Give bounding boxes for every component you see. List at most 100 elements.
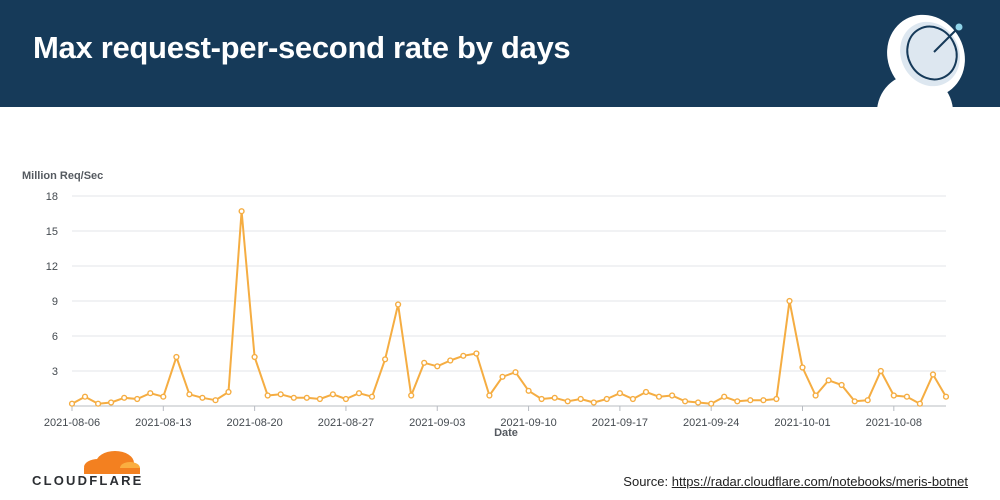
data-point: [694, 399, 702, 406]
data-point: [225, 388, 232, 396]
data-point: [747, 397, 754, 404]
data-point: [368, 393, 376, 400]
x-tick-label: 2021-09-03: [409, 417, 465, 429]
data-point: [473, 350, 480, 357]
data-point: [68, 400, 76, 407]
x-tick-label: 2021-09-10: [500, 417, 556, 429]
data-point: [668, 392, 676, 399]
y-axis: 3 6 9 12 15 18: [46, 191, 58, 378]
data-point: [942, 393, 950, 400]
x-tick-label: 2021-10-01: [774, 417, 830, 429]
data-point: [799, 364, 806, 371]
data-point: [499, 373, 506, 380]
y-axis-title: Million Req/Sec: [22, 170, 103, 182]
y-tick-label: 18: [46, 191, 58, 203]
data-point: [929, 371, 937, 378]
data-point: [734, 398, 741, 405]
satellite-dish-icon: [877, 14, 965, 107]
data-point: [212, 397, 219, 404]
data-point: [186, 391, 193, 398]
data-point: [564, 398, 571, 405]
data-point: [590, 399, 597, 406]
data-point: [395, 301, 402, 308]
data-point: [121, 394, 128, 401]
x-tick-label: 2021-09-17: [592, 417, 648, 429]
data-point: [94, 400, 102, 407]
data-point: [81, 393, 89, 400]
data-point: [551, 394, 558, 401]
data-point: [851, 398, 858, 405]
source-label: Source:: [623, 474, 669, 489]
data-point: [251, 353, 258, 361]
data-point: [642, 388, 650, 396]
data-point: [721, 393, 728, 400]
data-point: [134, 395, 141, 403]
y-tick-label: 6: [52, 331, 58, 343]
data-point: [199, 394, 206, 401]
series-line: [71, 210, 947, 405]
data-point: [382, 356, 389, 363]
data-point: [160, 393, 167, 400]
data-point: [629, 395, 637, 403]
data-points: [68, 208, 950, 407]
y-tick-label: 12: [46, 261, 58, 273]
data-point: [812, 392, 819, 399]
data-point: [173, 353, 180, 361]
cloud-icon: [84, 451, 140, 474]
source-note: Source: https://radar.cloudflare.com/not…: [623, 474, 968, 489]
data-point: [877, 367, 884, 375]
data-point: [342, 395, 350, 403]
data-point: [577, 395, 584, 403]
data-point: [264, 392, 271, 399]
page-title: Max request-per-second rate by days: [33, 30, 571, 65]
data-point: [147, 390, 154, 397]
data-point: [421, 359, 428, 366]
data-point: [512, 369, 519, 376]
data-point: [616, 390, 624, 397]
data-point: [655, 393, 663, 400]
data-point: [773, 395, 780, 403]
data-point: [238, 208, 245, 215]
data-point: [277, 391, 284, 398]
line-chart: 3 6 9 12 15 18 2021-08-06 2021-08-13 2021-08-20…: [22, 170, 950, 439]
logo-wordmark: CLOUDFLARE: [32, 473, 144, 488]
header-banner: Max request-per-second rate by days: [0, 0, 1000, 107]
data-point: [408, 392, 415, 399]
data-point: [603, 395, 610, 403]
data-point: [355, 390, 363, 397]
data-point: [447, 357, 454, 364]
data-point: [316, 395, 324, 403]
chart-area: 3 6 9 12 15 18 2021-08-06 2021-08-13 2021-08-20…: [0, 160, 1000, 455]
data-point: [864, 397, 871, 404]
data-point: [538, 395, 545, 403]
x-axis-title: Date: [494, 427, 518, 439]
data-point: [903, 393, 911, 400]
data-point: [681, 398, 689, 405]
y-tick-label: 3: [52, 366, 58, 378]
x-tick-label: 2021-09-24: [683, 417, 739, 429]
data-point: [486, 392, 493, 399]
data-point: [890, 392, 897, 399]
data-point: [434, 363, 441, 370]
x-tick-label: 2021-08-20: [226, 417, 282, 429]
data-point: [760, 397, 767, 404]
grid-lines: [72, 195, 946, 407]
data-point: [107, 399, 115, 406]
data-point: [916, 400, 924, 407]
data-point: [786, 297, 793, 305]
data-point: [708, 400, 715, 407]
data-point: [838, 381, 845, 389]
data-point: [329, 391, 337, 398]
data-point: [825, 377, 832, 384]
y-tick-label: 9: [52, 296, 58, 308]
x-tick-label: 2021-08-13: [135, 417, 191, 429]
x-axis: 2021-08-06 2021-08-13 2021-08-20 2021-08-27…: [44, 406, 922, 429]
data-point: [460, 352, 467, 359]
data-point: [303, 394, 310, 401]
data-point: [290, 394, 297, 401]
source-link[interactable]: https://radar.cloudflare.com/notebooks/m…: [671, 474, 968, 489]
x-tick-label: 2021-08-27: [318, 417, 374, 429]
data-point: [525, 387, 532, 394]
x-tick-label: 2021-10-08: [866, 417, 922, 429]
y-tick-label: 15: [46, 226, 58, 238]
